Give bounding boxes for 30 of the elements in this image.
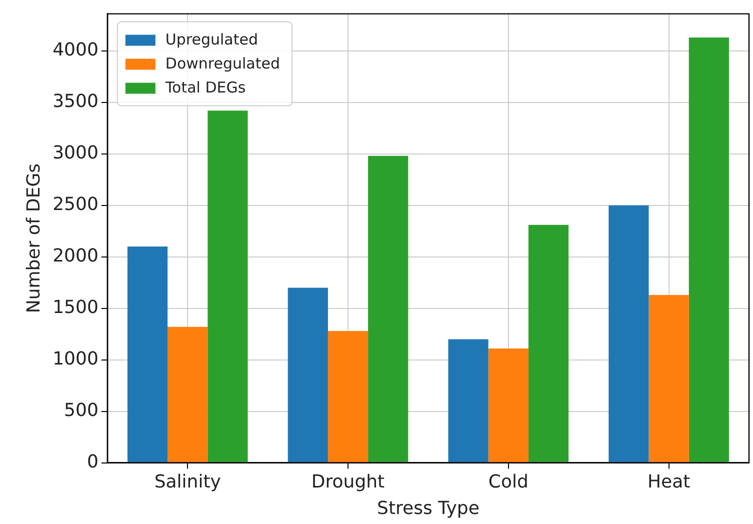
y-tick-label: 500 [64,400,98,421]
y-tick-label: 1500 [52,297,98,318]
bar [127,246,168,462]
x-axis-title: Stress Type [377,498,480,519]
bar [688,37,729,462]
bar [168,326,208,462]
y-tick-label: 2000 [52,246,98,267]
y-tick-label: 3000 [52,142,98,164]
y-tick-label: 2500 [52,194,98,216]
bar [288,288,328,462]
bar [328,330,368,462]
y-tick-label: 4000 [52,40,98,61]
bar [648,294,689,462]
bar [608,205,649,462]
bar [208,110,248,462]
bar [528,224,569,462]
y-axis-title: Number of DEGs [23,163,44,314]
y-tick-label: 0 [86,451,98,472]
y-tick-label: 1000 [52,348,98,370]
x-tick-label: Heat [647,471,690,492]
bar [368,156,408,462]
x-tick-label: Cold [488,471,528,492]
x-tick-label: Salinity [154,471,222,492]
bar [448,339,488,462]
legend-label: Downregulated [165,54,280,73]
x-tick-label: Drought [311,471,385,492]
legend-label: Upregulated [165,30,258,49]
bar [488,348,528,462]
y-tick-label: 3500 [52,91,98,112]
legend-label: Total DEGs [164,78,246,97]
